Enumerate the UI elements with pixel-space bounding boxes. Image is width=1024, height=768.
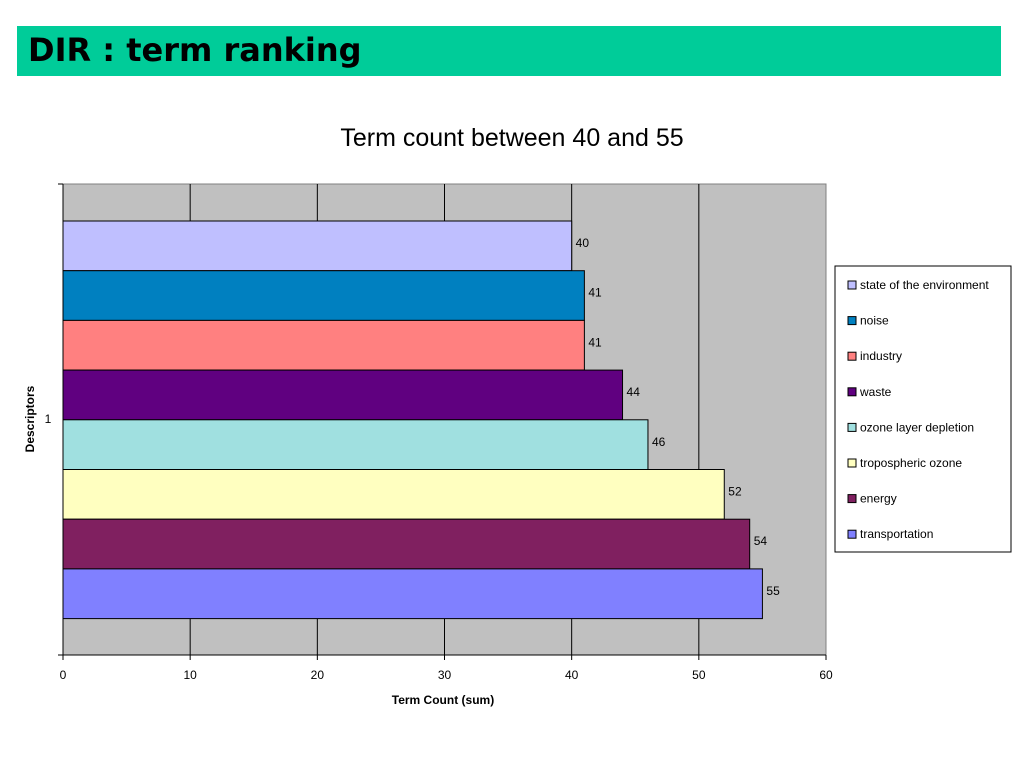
x-tick-label: 50 xyxy=(692,668,706,682)
legend-swatch xyxy=(847,280,857,290)
bar-transportation xyxy=(62,568,763,620)
bar-industry xyxy=(62,319,585,371)
y-category-label: 1 xyxy=(45,412,52,426)
legend: state of the environment noise industry was… xyxy=(834,265,1012,553)
legend-entry: transportation xyxy=(860,527,933,541)
bar-ozone-layer-depletion xyxy=(62,419,649,470)
bar-waste xyxy=(62,369,624,421)
data-label: 41 xyxy=(588,335,602,349)
legend-entry: ozone layer depletion xyxy=(860,420,974,434)
legend-entry: waste xyxy=(859,385,892,399)
x-tick-label: 20 xyxy=(311,668,325,682)
data-label: 41 xyxy=(588,286,602,300)
bar-energy xyxy=(62,518,751,570)
legend-entry: tropospheric ozone xyxy=(860,456,962,470)
data-label: 40 xyxy=(576,236,590,250)
data-label: 55 xyxy=(766,584,780,598)
x-tick-label: 60 xyxy=(819,668,833,682)
legend-swatch xyxy=(847,387,857,397)
bar-tropospheric-ozone xyxy=(62,469,725,520)
page-title: DIR : term ranking xyxy=(28,31,362,69)
bar-state-of-the-environment xyxy=(62,220,573,272)
legend-entry: industry xyxy=(860,349,902,363)
legend-box xyxy=(834,265,1012,553)
legend-entry: noise xyxy=(860,314,889,328)
legend-swatch xyxy=(847,494,857,504)
x-tick-label: 40 xyxy=(565,668,579,682)
header-bar: DIR : term ranking xyxy=(17,26,1001,76)
data-label: 44 xyxy=(627,385,641,399)
chart-title: Term count between 40 and 55 xyxy=(340,124,683,152)
legend-entry: state of the environment xyxy=(860,278,989,292)
legend-swatch xyxy=(847,422,857,432)
data-label: 46 xyxy=(652,435,666,449)
plot-area: 40 41 41 44 46 52 54 55 0 10 20 30 40 50 60 1 xyxy=(45,183,833,682)
data-label: 54 xyxy=(754,534,768,548)
x-tick-label: 0 xyxy=(60,668,67,682)
legend-entry: energy xyxy=(860,492,897,506)
x-tick-label: 10 xyxy=(183,668,197,682)
x-tick-label: 30 xyxy=(438,668,452,682)
x-axis-label: Term Count (sum) xyxy=(392,693,494,707)
data-label: 52 xyxy=(728,485,742,499)
legend-swatch xyxy=(847,351,857,361)
y-axis-label: Descriptors xyxy=(23,385,37,452)
legend-swatch xyxy=(847,458,857,468)
legend-swatch xyxy=(847,316,857,326)
bar-noise xyxy=(62,270,585,321)
legend-swatch xyxy=(847,529,857,539)
